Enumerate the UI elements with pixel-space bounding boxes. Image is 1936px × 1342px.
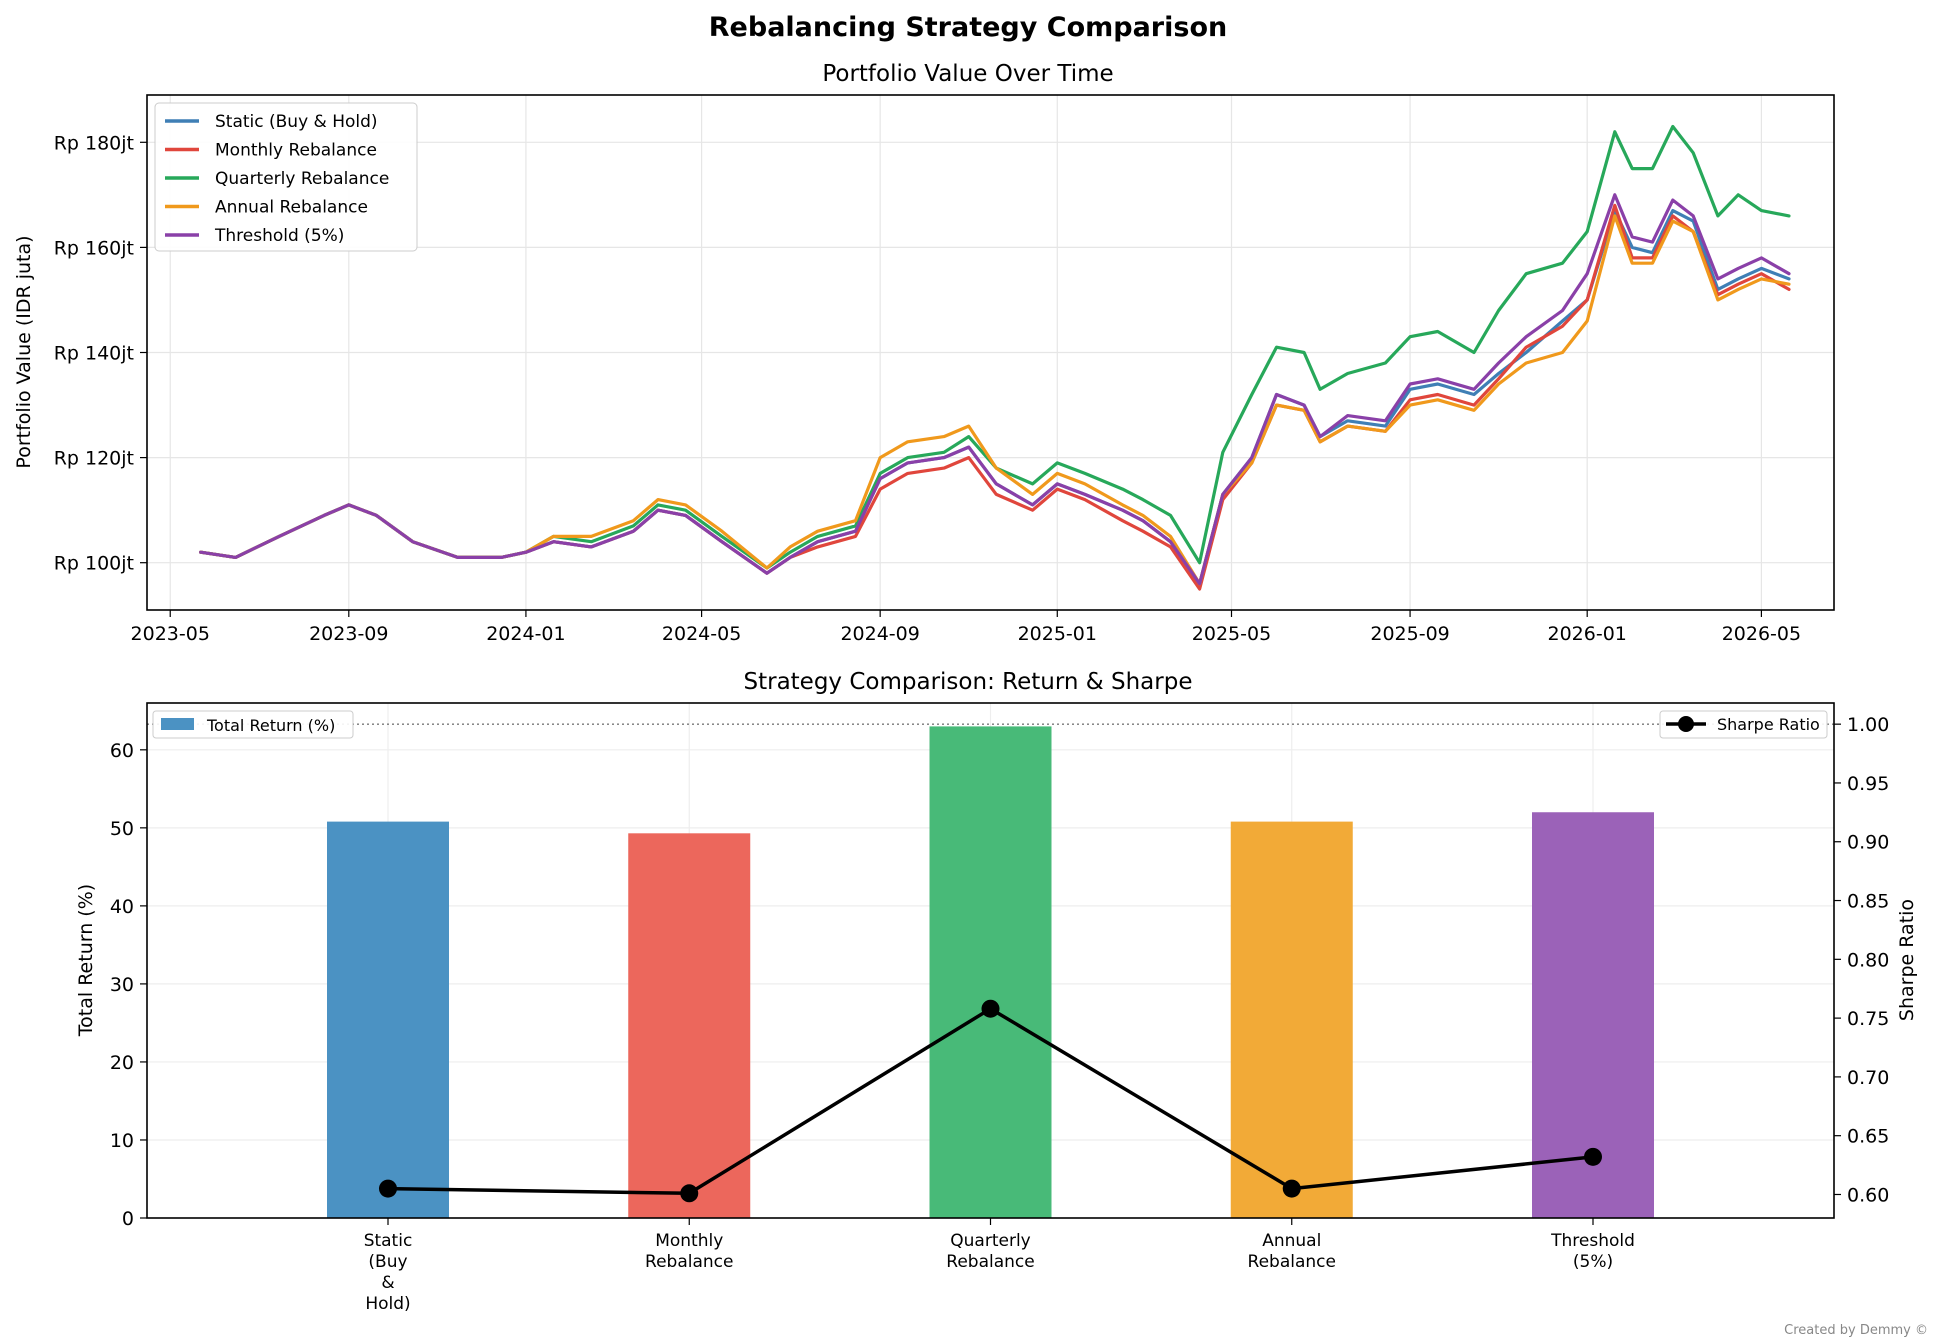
bar-chart-legend-left: Total Return (%): [152, 710, 354, 739]
bar-chart-right-y-tick-label: 0.85: [1847, 891, 1889, 913]
category-label-line: Rebalance: [946, 1252, 1034, 1272]
line-legend-box: [154, 102, 418, 252]
bar-chart-legend-right: Sharpe Ratio: [1659, 710, 1828, 739]
bar-chart-right-y-tick-label: 0.65: [1847, 1126, 1889, 1148]
bar-chart-y-tick-label: 0: [122, 1208, 134, 1230]
series-line-4: [199, 193, 1791, 586]
category-label-1: Monthly Rebalance: [645, 1231, 733, 1272]
bar-chart-y-tick-label: 20: [110, 1052, 134, 1074]
category-label-line: Rebalance: [1248, 1252, 1336, 1272]
category-label-line: Static: [364, 1231, 413, 1251]
category-label-2: Quarterly Rebalance: [946, 1231, 1034, 1272]
line-chart-grid: [147, 95, 1834, 610]
bar-chart-right-y-tick-label: 0.75: [1847, 1008, 1889, 1030]
legend-left-label: Total Return (%): [206, 716, 335, 735]
line-chart-x-tick-label: 2023-09: [309, 623, 388, 645]
category-label-line: Hold): [365, 1294, 410, 1314]
legend-left-box: [152, 710, 354, 739]
line-chart-x-ticks: 2023-05 2023-09 2024-01 2024-05 2024-09 2025-…: [131, 610, 1801, 645]
series-line-1: [199, 203, 1791, 591]
legend-label-0: Static (Buy & Hold): [215, 112, 378, 132]
line-chart-x-tick-label: 2025-05: [1192, 623, 1271, 645]
line-chart-y-ticks: Rp 100jt Rp 120jt Rp 140jt Rp 160jt Rp 180jt: [54, 132, 147, 575]
legend-label-2: Quarterly Rebalance: [215, 169, 389, 189]
return-bar-0: [327, 821, 449, 1218]
bar-chart-y-tick-label: 40: [110, 896, 134, 918]
sharpe-marker-3: [1282, 1179, 1301, 1198]
line-chart-series: [199, 124, 1791, 591]
line-chart-title: Portfolio Value Over Time: [822, 61, 1113, 87]
bar-chart-bars: [327, 726, 1654, 1218]
bar-chart-right-y-tick-label: 0.70: [1847, 1067, 1889, 1089]
line-chart-y-tick-label: Rp 100jt: [54, 553, 134, 575]
return-bar-2: [929, 726, 1052, 1218]
bar-chart-y-tick-label: 50: [110, 818, 134, 840]
bar-chart-right-y-ticks: 0.60 0.65 0.70 0.75 0.80 0.85 0.90 0.95 1.00: [1834, 714, 1889, 1206]
bar-chart-y-label: Total Return (%): [75, 884, 97, 1037]
return-bar-3: [1230, 821, 1353, 1218]
legend-right-box: [1659, 710, 1828, 739]
legend-label-3: Annual Rebalance: [215, 198, 368, 218]
line-chart-y-tick-label: Rp 160jt: [54, 237, 134, 259]
return-bar-1: [628, 833, 751, 1218]
series-line-3: [199, 214, 1791, 586]
category-label-line: (5%): [1573, 1252, 1613, 1272]
series-line-2: [199, 124, 1791, 570]
bar-chart-right-y-label: Sharpe Ratio: [1896, 899, 1918, 1021]
sharpe-ratio-series: [379, 999, 1602, 1203]
line-chart-x-tick-label: 2024-05: [662, 623, 741, 645]
bar-chart-y-tick-label: 10: [110, 1130, 134, 1152]
bar-chart-y-tick-label: 60: [110, 740, 134, 762]
category-label-3: Annual Rebalance: [1248, 1231, 1336, 1272]
sharpe-marker-0: [379, 1179, 397, 1198]
credit-text: Created by Demmy ©: [1784, 1323, 1928, 1338]
category-label-line: Rebalance: [645, 1252, 733, 1272]
line-chart-y-tick-label: Rp 140jt: [54, 343, 134, 365]
line-chart-x-tick-label: 2026-05: [1722, 623, 1801, 645]
category-label-line: Threshold: [1550, 1231, 1635, 1251]
figure-suptitle: Rebalancing Strategy Comparison: [709, 12, 1227, 43]
category-label-line: &: [381, 1273, 394, 1293]
legend-label-4: Threshold (5%): [214, 226, 344, 246]
legend-left-swatch: [161, 718, 194, 730]
line-chart-y-tick-label: Rp 120jt: [54, 448, 134, 470]
line-chart-y-label: Portfolio Value (IDR juta): [13, 235, 35, 468]
portfolio-line-chart: Portfolio Value Over Time 2023-05 2023-09…: [13, 61, 1835, 645]
bar-chart-right-y-tick-label: 0.90: [1847, 832, 1889, 854]
strategy-comparison-chart: Strategy Comparison: Return & Sharpe 0 10…: [75, 669, 1918, 1314]
line-chart-x-tick-label: 2024-01: [486, 623, 565, 645]
category-label-4: Threshold (5%): [1550, 1231, 1635, 1272]
line-chart-x-tick-label: 2023-05: [131, 623, 210, 645]
line-chart-x-tick-label: 2025-09: [1370, 623, 1449, 645]
category-label-line: Quarterly: [950, 1231, 1030, 1251]
sharpe-marker-4: [1584, 1147, 1602, 1166]
line-chart-x-tick-label: 2025-01: [1018, 623, 1097, 645]
bar-chart-right-y-tick-label: 0.95: [1847, 773, 1889, 795]
category-label-0: Static (Buy & Hold): [364, 1231, 413, 1314]
category-label-line: Annual: [1262, 1231, 1321, 1251]
category-label-line: (Buy: [368, 1252, 407, 1272]
sharpe-marker-1: [680, 1184, 699, 1203]
legend-right-marker: [1678, 716, 1694, 732]
bar-chart-right-y-tick-label: 0.60: [1847, 1184, 1889, 1206]
line-chart-legend: Static (Buy & Hold) Monthly Rebalance Quar…: [154, 102, 418, 252]
bar-chart-category-labels: Static (Buy & Hold)Monthly RebalanceQuarterl…: [364, 1218, 1635, 1314]
legend-right-label: Sharpe Ratio: [1717, 715, 1820, 734]
sharpe-marker-2: [981, 999, 1000, 1018]
line-chart-y-tick-label: Rp 180jt: [54, 132, 134, 154]
bar-chart-right-y-tick-label: 1.00: [1847, 714, 1889, 736]
bar-chart-y-tick-label: 30: [110, 974, 134, 996]
category-label-line: Monthly: [655, 1231, 723, 1251]
line-chart-x-tick-label: 2026-01: [1547, 623, 1626, 645]
bar-chart-right-y-tick-label: 0.80: [1847, 949, 1889, 971]
bar-chart-title: Strategy Comparison: Return & Sharpe: [744, 669, 1193, 695]
bar-chart-y-ticks: 0 10 20 30 40 50 60: [110, 740, 147, 1230]
line-chart-x-tick-label: 2024-09: [840, 623, 919, 645]
legend-label-1: Monthly Rebalance: [215, 141, 377, 161]
